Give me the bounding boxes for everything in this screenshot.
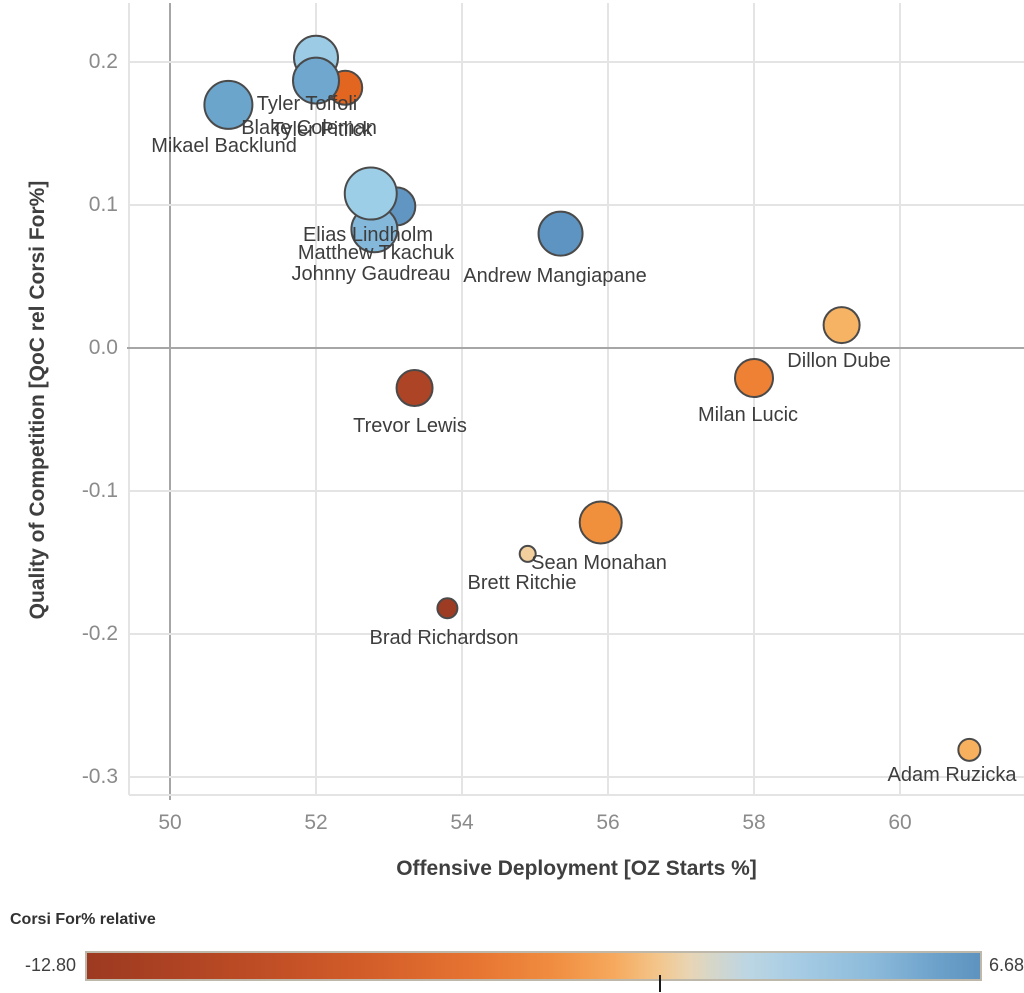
- bubble-elias-lindholm[interactable]: [343, 166, 398, 221]
- x-tick-58: 58: [742, 811, 766, 834]
- legend-zero-tick: [658, 975, 661, 992]
- bubble-mikael-backlund[interactable]: [203, 79, 254, 130]
- legend-min-label: -12.80: [24, 955, 76, 975]
- x-tick-56: 56: [596, 811, 620, 834]
- label-johnny-gaudreau: Johnny Gaudreau: [291, 263, 451, 285]
- bubble-andrew-mangiapane[interactable]: [537, 210, 584, 257]
- y-axis-title: Quality of Competition [QoC rel Corsi Fo…: [26, 180, 49, 620]
- label-blake-coleman: Blake Coleman: [241, 117, 377, 139]
- bubble-brad-richardson[interactable]: [436, 597, 459, 620]
- label-mikael-backlund: Mikael Backlund: [151, 135, 297, 157]
- y-tick--0.3: -0.3: [81, 765, 118, 788]
- bubble-dillon-dube[interactable]: [822, 306, 861, 345]
- label-adam-ruzicka: Adam Ruzicka: [887, 764, 1017, 786]
- label-matthew-tkachuk: Matthew Tkachuk: [297, 242, 455, 264]
- label-brett-ritchie: Brett Ritchie: [467, 572, 577, 594]
- label-andrew-mangiapane: Andrew Mangiapane: [463, 265, 647, 287]
- x-tick-60: 60: [888, 811, 912, 834]
- bubble-trevor-lewis[interactable]: [395, 369, 434, 408]
- label-sean-monahan: Sean Monahan: [531, 552, 667, 574]
- bubble-brett-ritchie[interactable]: [518, 544, 537, 563]
- bubble-sean-monahan[interactable]: [578, 500, 623, 545]
- label-brad-richardson: Brad Richardson: [369, 627, 519, 649]
- label-tyler-toffoli: Tyler Toffoli: [256, 93, 358, 115]
- x-tick-50: 50: [158, 811, 182, 834]
- x-tick-52: 52: [304, 811, 328, 834]
- legend-title: Corsi For% relative: [10, 911, 156, 928]
- y-tick-0.1: 0.1: [88, 193, 118, 216]
- label-tyler-pitlick: Tyler Pitlick: [271, 119, 373, 141]
- y-tick--0.1: -0.1: [81, 479, 118, 502]
- x-axis-title: Offensive Deployment [OZ Starts %]: [396, 857, 757, 880]
- y-tick--0.2: -0.2: [81, 622, 118, 645]
- label-elias-lindholm: Elias Lindholm: [302, 224, 434, 246]
- bubble-milan-lucic[interactable]: [734, 358, 774, 399]
- x-tick-54: 54: [450, 811, 474, 834]
- label-milan-lucic: Milan Lucic: [697, 404, 799, 426]
- bubble-blake-coleman[interactable]: [292, 56, 340, 105]
- legend-gradient-bar: [85, 951, 982, 992]
- y-tick-0.2: 0.2: [88, 50, 118, 73]
- y-tick-0.0: 0.0: [88, 336, 118, 359]
- legend-max-label: 6.68: [989, 955, 1024, 975]
- label-dillon-dube: Dillon Dube: [787, 350, 891, 372]
- label-trevor-lewis: Trevor Lewis: [353, 415, 467, 437]
- bubble-adam-ruzicka[interactable]: [957, 737, 982, 762]
